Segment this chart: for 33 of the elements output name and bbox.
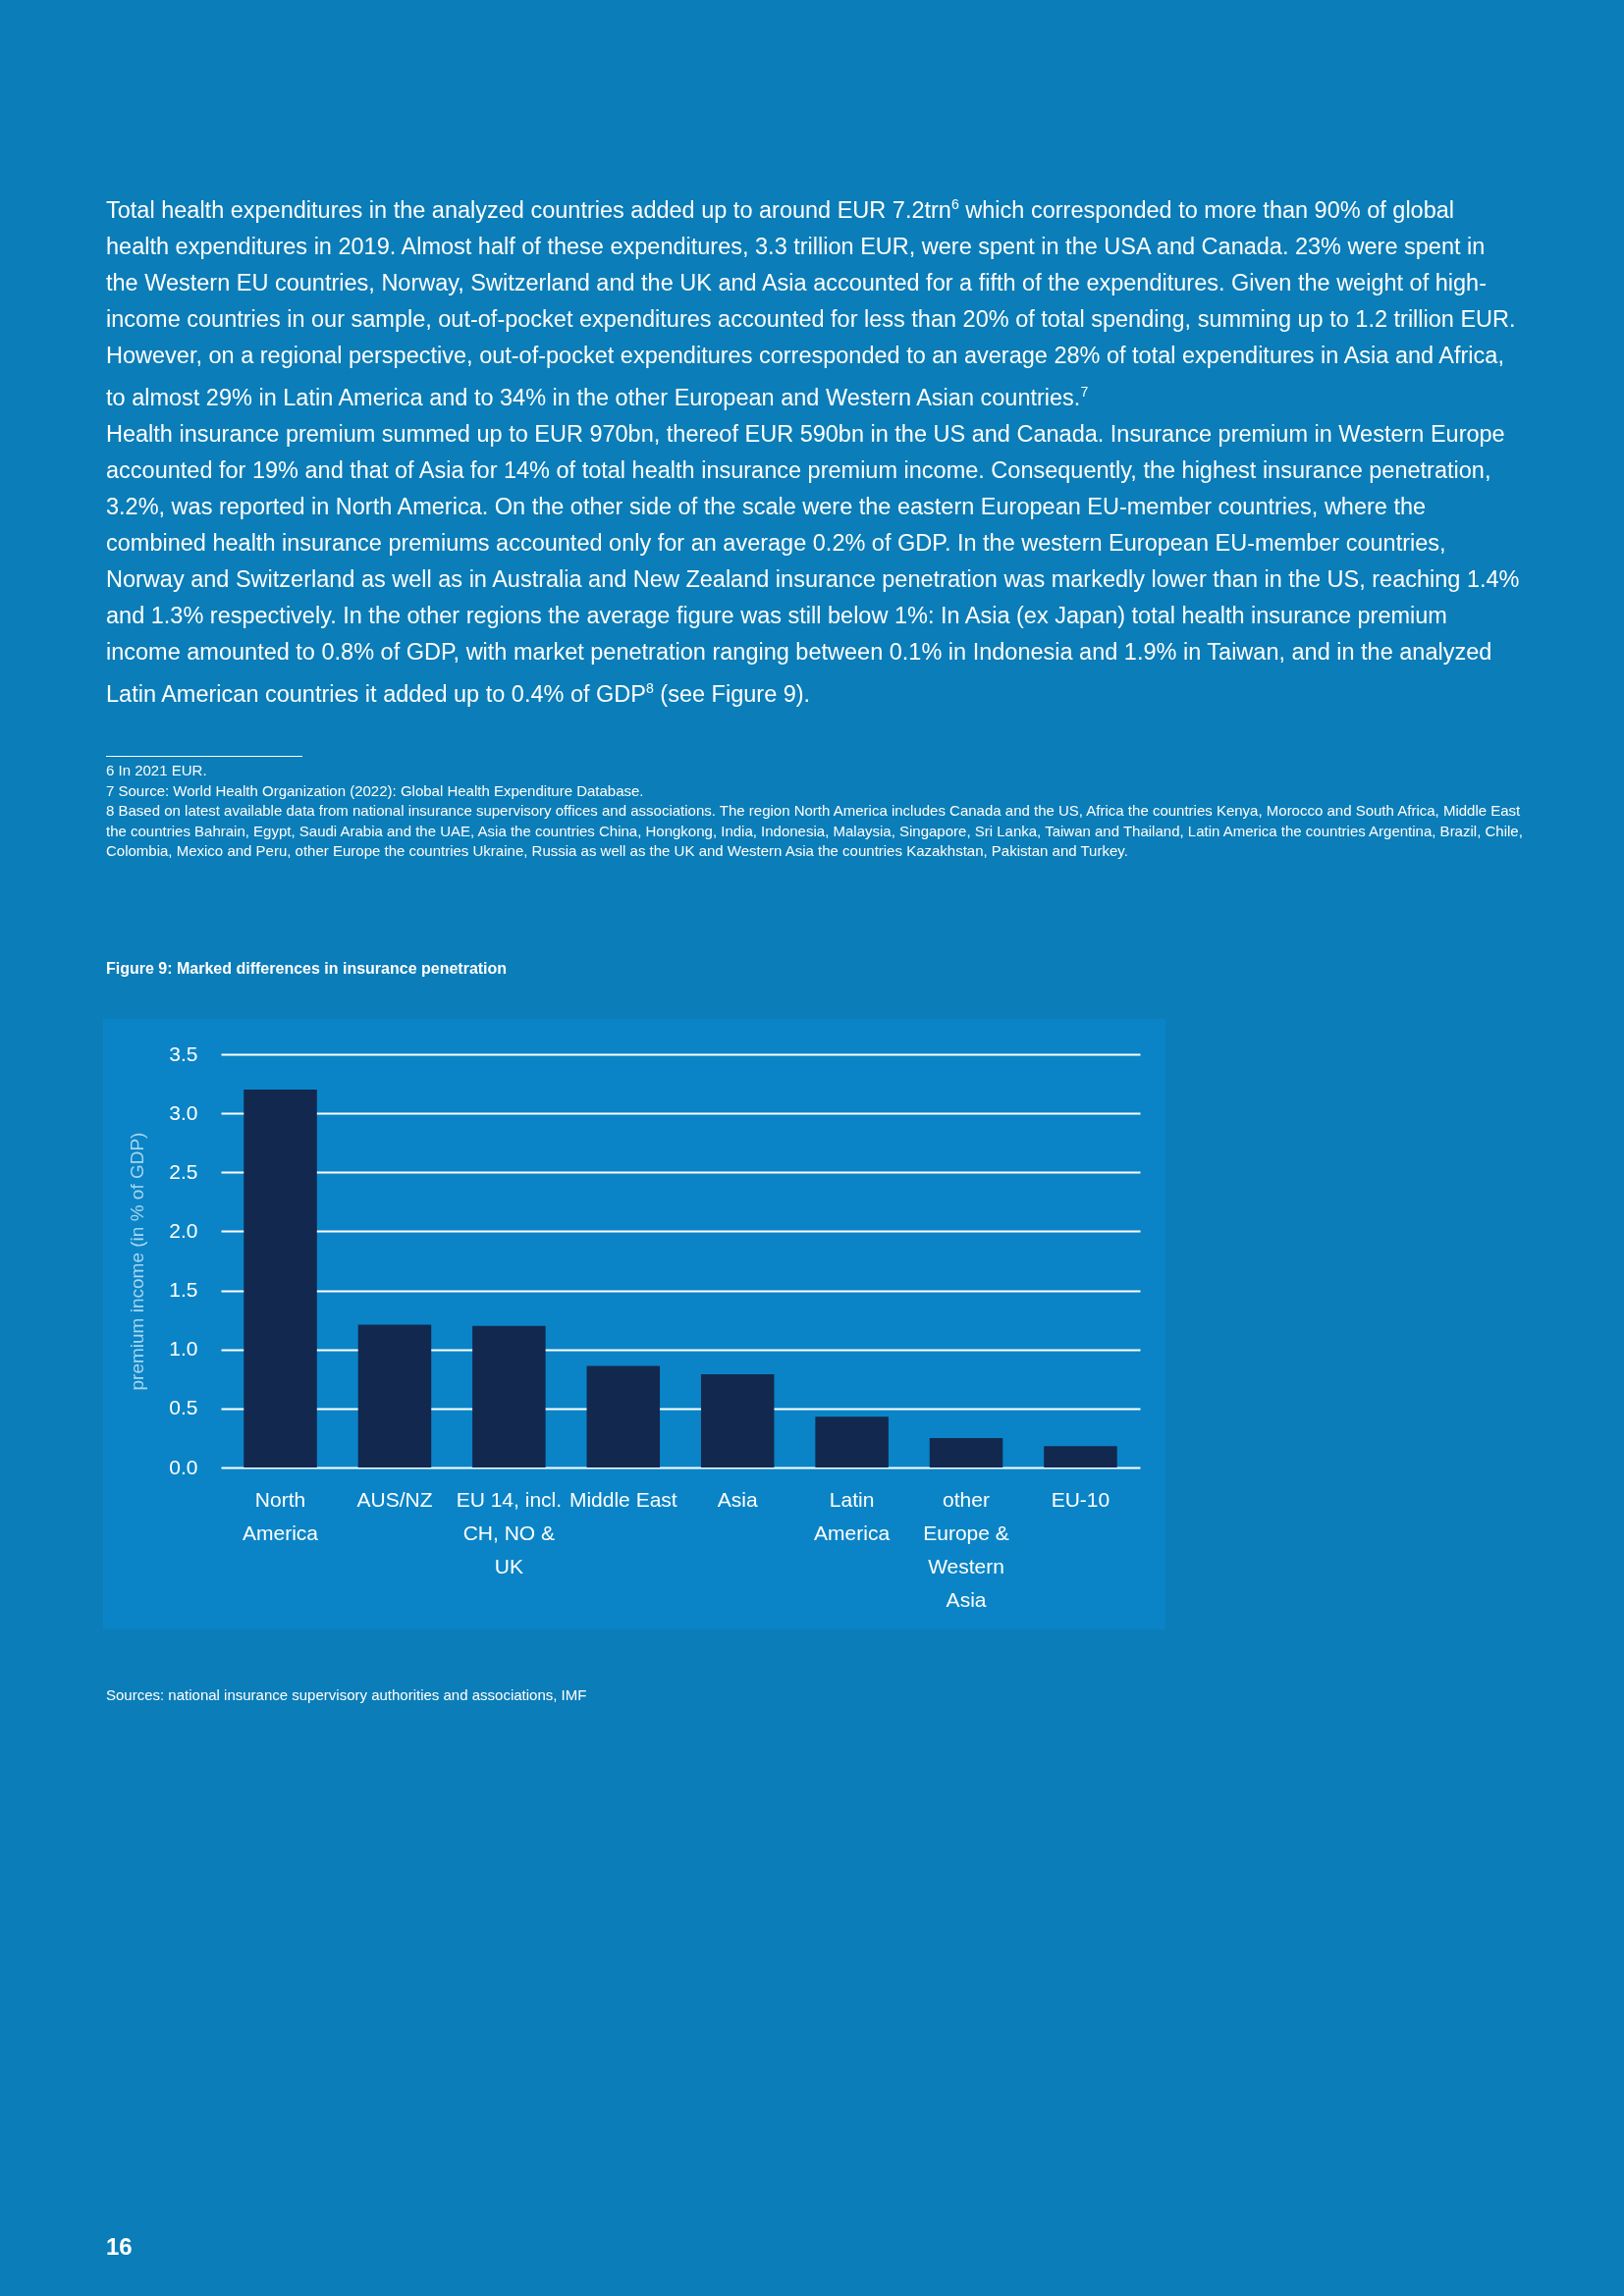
x-tick-label: Latin America: [814, 1487, 891, 1544]
x-tick-label: EU 14, incl. CH, NO & UK: [456, 1487, 563, 1577]
bar: [700, 1373, 775, 1468]
y-tick-label: 3.5: [169, 1041, 198, 1065]
x-tick-label: North America: [243, 1487, 319, 1544]
y-tick-label: 2.0: [169, 1218, 198, 1242]
text: Health insurance premium summed up to EUR 970bn, thereof EUR 590bn in the US and Canada. Insurance premium in Western Europe accounted for 19% and that of Asia for 14% of total health insurance premium income. Consequently, the highest insurance penetration, 3.2%, was reported in North America. On the other side of the scale were the eastern European EU-member countries, where the combined health insurance premiums accounted only for an average 0.2% of GDP. In the western European EU-member countries, Norway and Switzerland as well as in Australia and New Zealand insurance penetration was markedly lower than in the US, reaching 1.4% and 1.3% respectively. In the other regions the average figure was still below 1%: In Asia (ex Japan) total health insurance premium income amounted to 0.8% of GDP, with market penetration ranging between 0.1% in Indonesia and 1.9% in Taiwan, and in the analyzed Latin American countries it added up to 0.4% of GDP$^{8}$ (see Figure 9).: [106, 420, 1520, 707]
y-tick-label: 2.5: [169, 1159, 198, 1183]
y-tick-label: 1.5: [169, 1278, 198, 1302]
x-tick-label: other Europe & Western Asia: [923, 1487, 1009, 1611]
y-tick-label: 0.0: [169, 1455, 198, 1478]
bar: [586, 1365, 661, 1468]
bar: [472, 1325, 546, 1468]
text: 8 Based on latest available data from national insurance supervisory offices and associations. The region North America includes Canada and the US, Africa the countries Kenya, Morocco and South Africa, Middle East the countries Bahrain, Egypt, Saudi Arabia and the UAE, Asia the countries China, Hongkong, India, Indonesia, Malaysia, Singapore, Sri Lanka, Taiwan and Thailand, Latin America the countries Argentina, Brazil, Chile, Colombia, Mexico and Peru, other Europe the countries Ukraine, Russia as well as the UK and Western Asia the countries Kazakhstan, Pakistan and Turkey.: [106, 801, 1524, 861]
text: 6 In 2021 EUR.: [106, 761, 208, 780]
text: 7 Source: World Health Organization (2022): Global Health Expenditure Database.: [106, 780, 645, 801]
bar: [815, 1416, 889, 1468]
bar: [1044, 1446, 1117, 1468]
y-tick-label: 3.0: [169, 1100, 198, 1124]
x-tick-label: Asia: [717, 1487, 758, 1511]
text: Total health expenditures in the analyzed countries added up to around EUR 7.2trn$^{6}$ which corresponded to more than 90% of global health expenditures in 2019. Almost half of these expenditures, 3.3 trillion EUR, were spent in the USA and Canada. 23% were spent in the Western EU countries, Norway, Switzerland and the UK and Asia accounted for a fifth of the expenditures. Given the weight of high-income countries in our sample, out-of-pocket expenditures accounted for less than 20% of total spending, summing up to 1.2 trillion EUR. However, on a regional perspective, out-of-pocket expenditures corresponded to an average 28% of total expenditures in Asia and Africa, to almost 29% in Latin America and to 34% in the other European and Western Asian countries.$^{7}$: [106, 196, 1516, 410]
y-tick-label: 0.5: [169, 1396, 198, 1419]
y-tick-label: 1.0: [169, 1337, 198, 1361]
bar: [357, 1324, 432, 1468]
x-tick-label: Middle East: [568, 1487, 677, 1511]
x-tick-label: AUS/NZ: [356, 1487, 433, 1511]
bar: [929, 1437, 1003, 1468]
y-axis-title: premium income (in % of GDP): [127, 1132, 148, 1391]
text: 16: [106, 2233, 133, 2261]
bar: [244, 1090, 317, 1468]
chart-title: Figure 9: Marked differences in insurance penetration: [106, 960, 508, 978]
x-tick-label: EU-10: [1051, 1487, 1110, 1511]
source-note: Sources: national insurance supervisory authorities and associations, IMF: [106, 1686, 587, 1703]
